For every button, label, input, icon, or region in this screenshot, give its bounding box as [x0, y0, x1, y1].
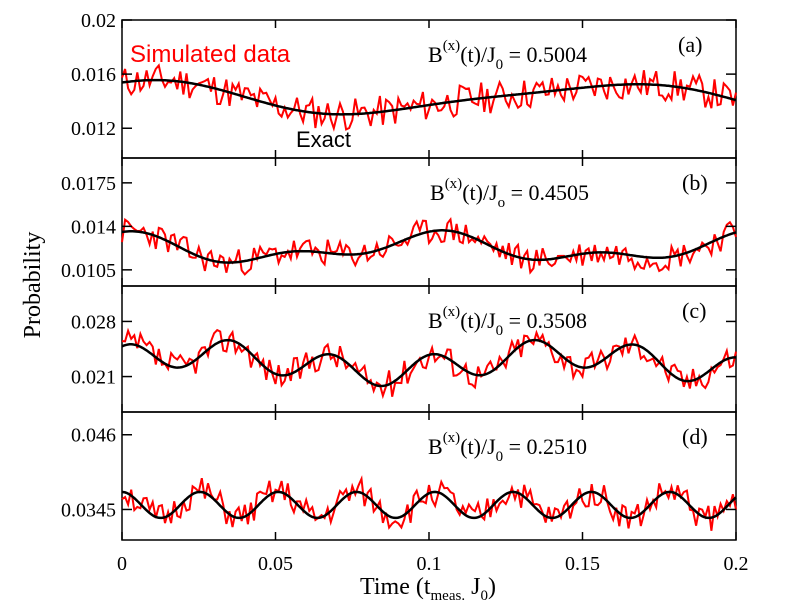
field-ratio-annotation: B(x)(t)/Jo = 0.4505 — [430, 176, 589, 211]
y-tick-label: 0.046 — [71, 425, 116, 447]
y-tick-label: 0.014 — [71, 216, 116, 238]
x-tick-label: 0.05 — [258, 553, 293, 575]
panel-label: (d) — [682, 424, 708, 449]
field-ratio-annotation: B(x)(t)/J0 = 0.3508 — [428, 304, 587, 339]
panel-a: 0.012 0.016 0.02 (a) B(x)(t)/J0 = 0.5004 — [71, 10, 737, 159]
exact-series — [121, 229, 737, 264]
x-tick-label: 0.1 — [417, 553, 442, 575]
legend-exact: Exact — [296, 127, 351, 152]
exact-series — [121, 490, 737, 520]
y-tick-label: 0.012 — [71, 118, 116, 140]
y-tick-label: 0.0345 — [61, 499, 116, 521]
x-tick-label: 0.2 — [724, 553, 749, 575]
panel-frame — [121, 411, 737, 541]
panel-c: 0.021 0.028 (c) B(x)(t)/J0 = 0.3508 — [71, 285, 737, 413]
y-axis-label: Probability — [20, 232, 46, 339]
x-tick-label: 0 — [117, 553, 127, 575]
simulated-data-series — [121, 327, 737, 400]
legend-simulated-data: Simulated data — [130, 41, 291, 68]
y-tick-label: 0.028 — [71, 311, 116, 333]
y-tick-label: 0.016 — [71, 64, 116, 86]
panel-label: (b) — [682, 170, 708, 195]
field-ratio-annotation: B(x)(t)/J0 = 0.5004 — [428, 38, 587, 73]
simulated-data-series — [121, 216, 737, 276]
exact-series — [121, 78, 737, 116]
field-ratio-annotation: B(x)(t)/J0 = 0.2510 — [428, 430, 587, 465]
y-tick-label: 0.0175 — [61, 173, 116, 195]
exact-series — [121, 338, 736, 388]
panel-label: (a) — [678, 32, 702, 57]
x-tick-label: 0.15 — [565, 553, 600, 575]
panel-d: 0.0345 0.046 (d) B(x)(t)/J0 = 0.2510 — [61, 411, 737, 541]
panel-b: 0.0105 0.014 0.0175 (b) B(x)(t)/Jo = 0.4505 — [61, 157, 737, 287]
panel-label: (c) — [682, 298, 706, 323]
y-tick-label: 0.02 — [81, 10, 116, 32]
simulated-data-series — [121, 63, 737, 132]
y-tick-label: 0.021 — [71, 367, 116, 389]
simulated-data-series — [121, 475, 737, 531]
y-tick-label: 0.0105 — [61, 260, 116, 282]
x-axis-label: Time (tmeas. J0) — [360, 574, 496, 604]
